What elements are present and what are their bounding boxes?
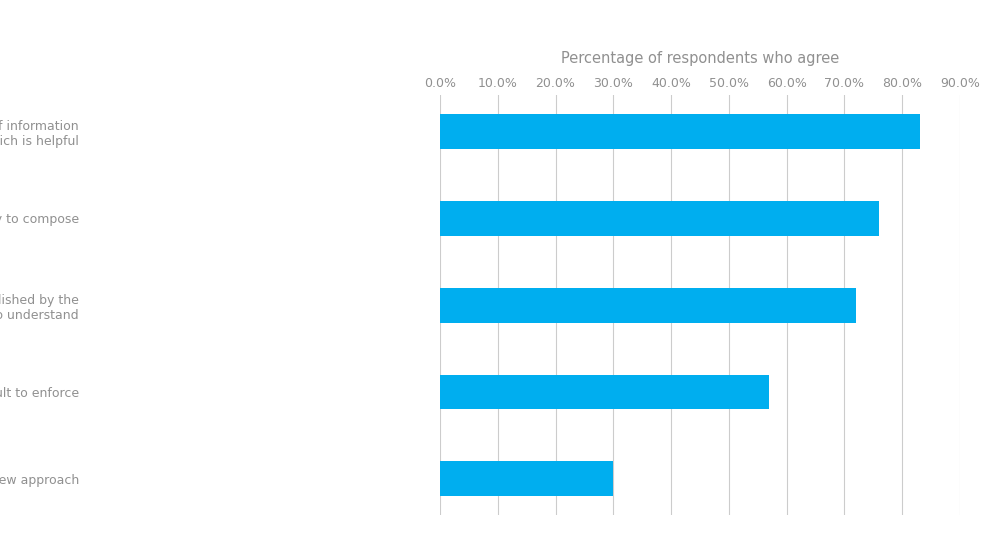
Bar	[440, 461, 613, 496]
Bar	[440, 288, 856, 323]
Bar	[440, 114, 920, 149]
X-axis label: Percentage of respondents who agree: Percentage of respondents who agree	[561, 52, 839, 67]
Bar	[440, 201, 879, 236]
Bar	[440, 375, 769, 409]
